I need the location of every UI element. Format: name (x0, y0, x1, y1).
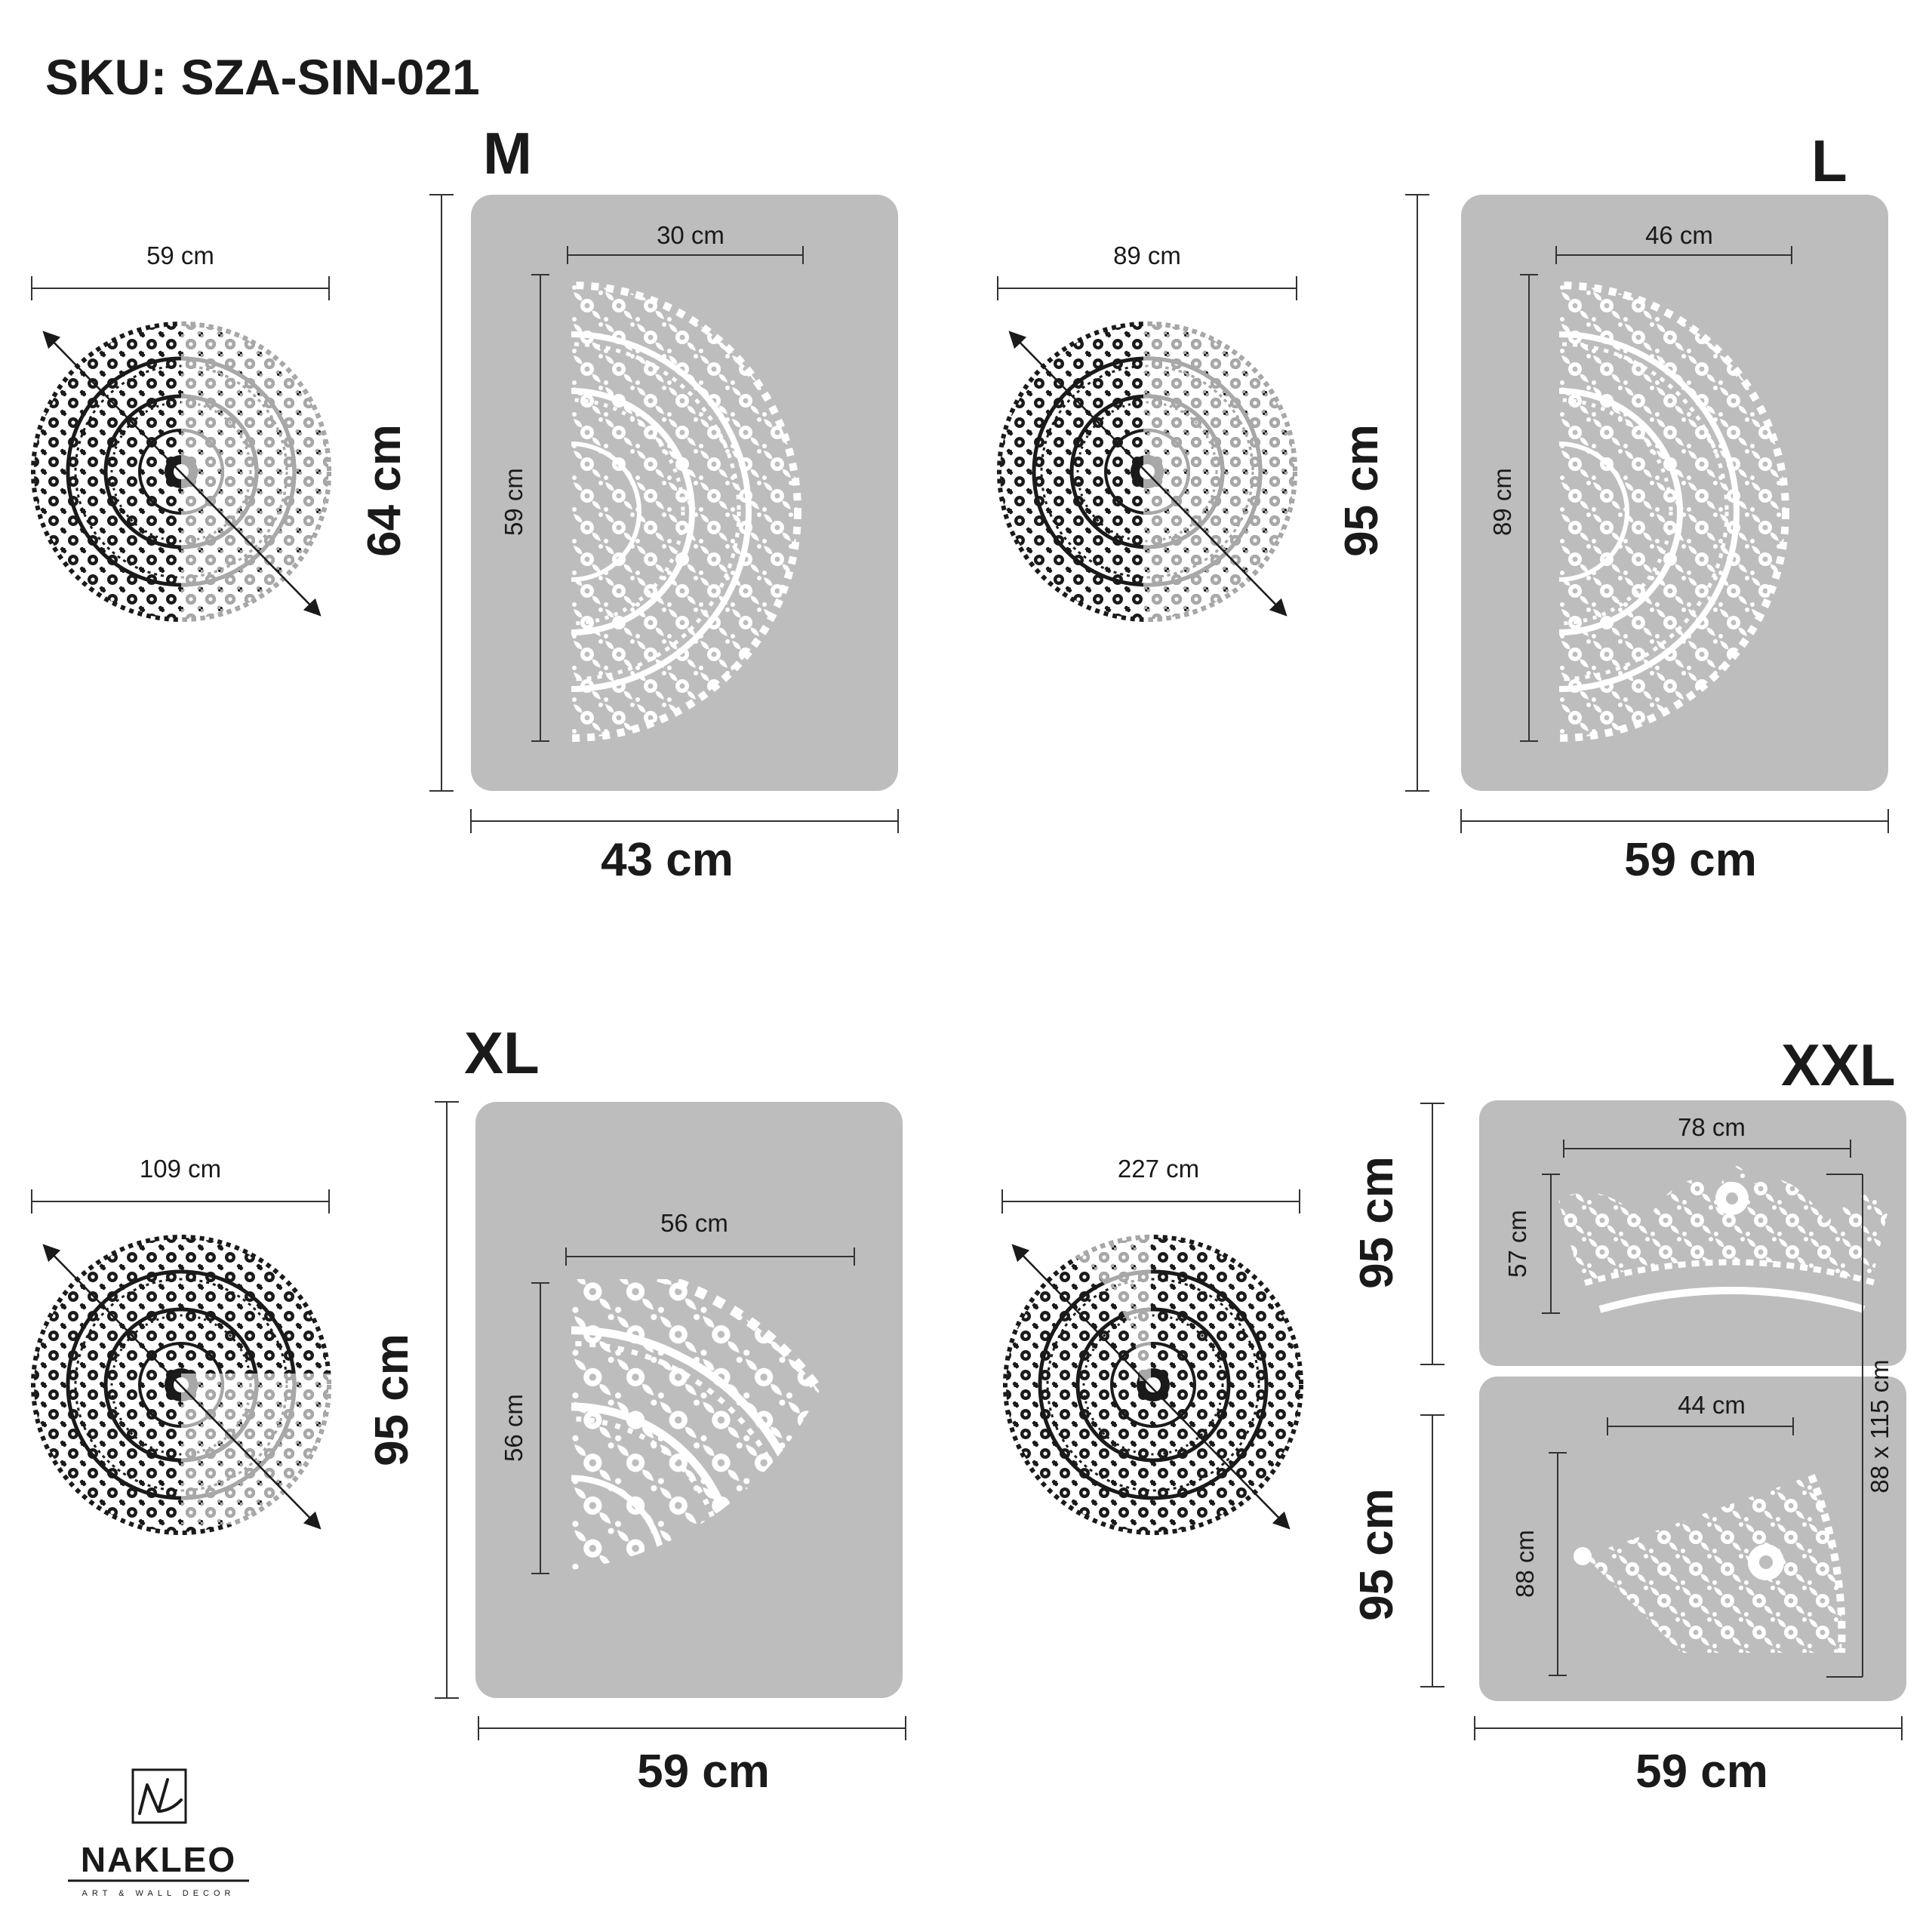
nakleo-logo: NAKLEO ART & WALL DECOR (68, 1768, 249, 1898)
sheet-height-label-m: 64 cm (358, 424, 411, 557)
sheet-bottom-height-label-xxl: 95 cm (1351, 1488, 1403, 1621)
panel-l: L 89 cm 95 cm 46 cm (997, 128, 1889, 886)
bottom-stencil-width-dim-xxl (1607, 1417, 1794, 1435)
logo-monogram (138, 1778, 183, 1815)
diameter-arrow-xxl (1011, 1244, 1291, 1530)
sheet-width-dim-xxl (1474, 1716, 1903, 1740)
diameter-arrow-xl (42, 1244, 321, 1530)
mandala-width-label-xl: 109 cm (140, 1155, 221, 1183)
brand-name: NAKLEO (81, 1840, 236, 1879)
top-stencil-height-label-xxl: 57 cm (1503, 1210, 1531, 1278)
stencil-width-dim-xl (565, 1247, 855, 1266)
mandala-width-label-m: 59 cm (146, 242, 214, 269)
stencil-height-dim-m (531, 274, 549, 742)
bottom-stencil-height-dim-xxl (1549, 1452, 1567, 1676)
size-label-m: M (483, 120, 532, 186)
stencil-width-dim-l (1555, 246, 1792, 264)
mandala-width-dim-m (31, 276, 330, 300)
sheet-height-dim-m (429, 194, 454, 792)
stencil-segment-pattern-xxl (1574, 1474, 1846, 1654)
stencil-width-dim-m (567, 246, 804, 264)
brand-tagline: ART & WALL DECOR (82, 1889, 235, 1898)
segment-size-dim-xxl (1826, 1174, 1863, 1678)
stencil-pattern-m (345, 285, 798, 738)
top-stencil-height-dim-xxl (1542, 1174, 1560, 1314)
bottom-stencil-width-label-xxl: 44 cm (1678, 1391, 1746, 1419)
mandala-preview-xxl (1005, 1237, 1301, 1533)
mandala-width-label-l: 89 cm (1113, 242, 1181, 269)
sheet-height-dim-xl (435, 1101, 459, 1699)
stencil-crown-pattern-xxl (1558, 1166, 1890, 1313)
sheet-height-label-l: 95 cm (1336, 424, 1388, 557)
sheet-width-label-xxl: 59 cm (1635, 1746, 1768, 1798)
stencil-height-label-l: 89 cm (1488, 468, 1516, 536)
mandala-width-dim-l (997, 276, 1297, 300)
stencil-pattern-l (1333, 285, 1786, 738)
stencil-height-dim-l (1520, 274, 1538, 742)
sheet-height-label-xl: 95 cm (366, 1334, 418, 1466)
size-label-l: L (1811, 128, 1847, 194)
sheet-width-label-m: 43 cm (601, 834, 734, 886)
size-label-xl: XL (464, 1020, 540, 1086)
segment-size-label-xxl: 88 x 115 cm (1866, 1359, 1894, 1493)
sheet-width-label-l: 59 cm (1624, 834, 1757, 886)
stencil-height-label-m: 59 cm (500, 468, 528, 536)
sheet-height-dim-l (1405, 194, 1429, 792)
sheet-top-height-dim-xxl (1420, 1103, 1444, 1365)
top-stencil-width-label-xxl: 78 cm (1678, 1113, 1746, 1141)
diameter-arrow-m (42, 331, 321, 617)
panel-xxl: XXL 227 cm 95 cm 95 cm (1001, 1032, 1906, 1798)
stencil-width-label-m: 30 cm (657, 221, 724, 249)
size-label-xxl: XXL (1781, 1032, 1896, 1098)
sheet-bottom-height-dim-xxl (1420, 1414, 1444, 1687)
panel-m: M 59 cm 64 cm 3 (31, 120, 899, 886)
stencil-width-label-xl: 56 cm (660, 1209, 728, 1237)
diameter-arrow-l (1008, 331, 1287, 617)
mandala-width-dim-xxl (1001, 1189, 1300, 1214)
sheet-width-label-xl: 59 cm (637, 1746, 770, 1798)
sheet-top-height-label-xxl: 95 cm (1351, 1156, 1403, 1289)
stencil-height-label-xl: 56 cm (500, 1394, 528, 1462)
top-stencil-width-dim-xxl (1563, 1140, 1851, 1158)
bottom-stencil-height-label-xxl: 88 cm (1511, 1530, 1539, 1598)
panel-xl: XL 109 cm 95 cm 56 cm (31, 1020, 906, 1798)
mandala-width-dim-xl (31, 1189, 330, 1214)
sku-label: SKU: SZA-SIN-021 (45, 49, 480, 105)
sheet-width-dim-l (1460, 809, 1889, 833)
sheet-width-dim-m (470, 809, 899, 833)
sheet-width-dim-xl (478, 1716, 906, 1740)
mandala-width-label-xxl: 227 cm (1118, 1155, 1199, 1183)
logo-mark (131, 1768, 187, 1824)
stencil-height-dim-xl (531, 1282, 549, 1574)
stencil-width-label-l: 46 cm (1645, 221, 1713, 249)
